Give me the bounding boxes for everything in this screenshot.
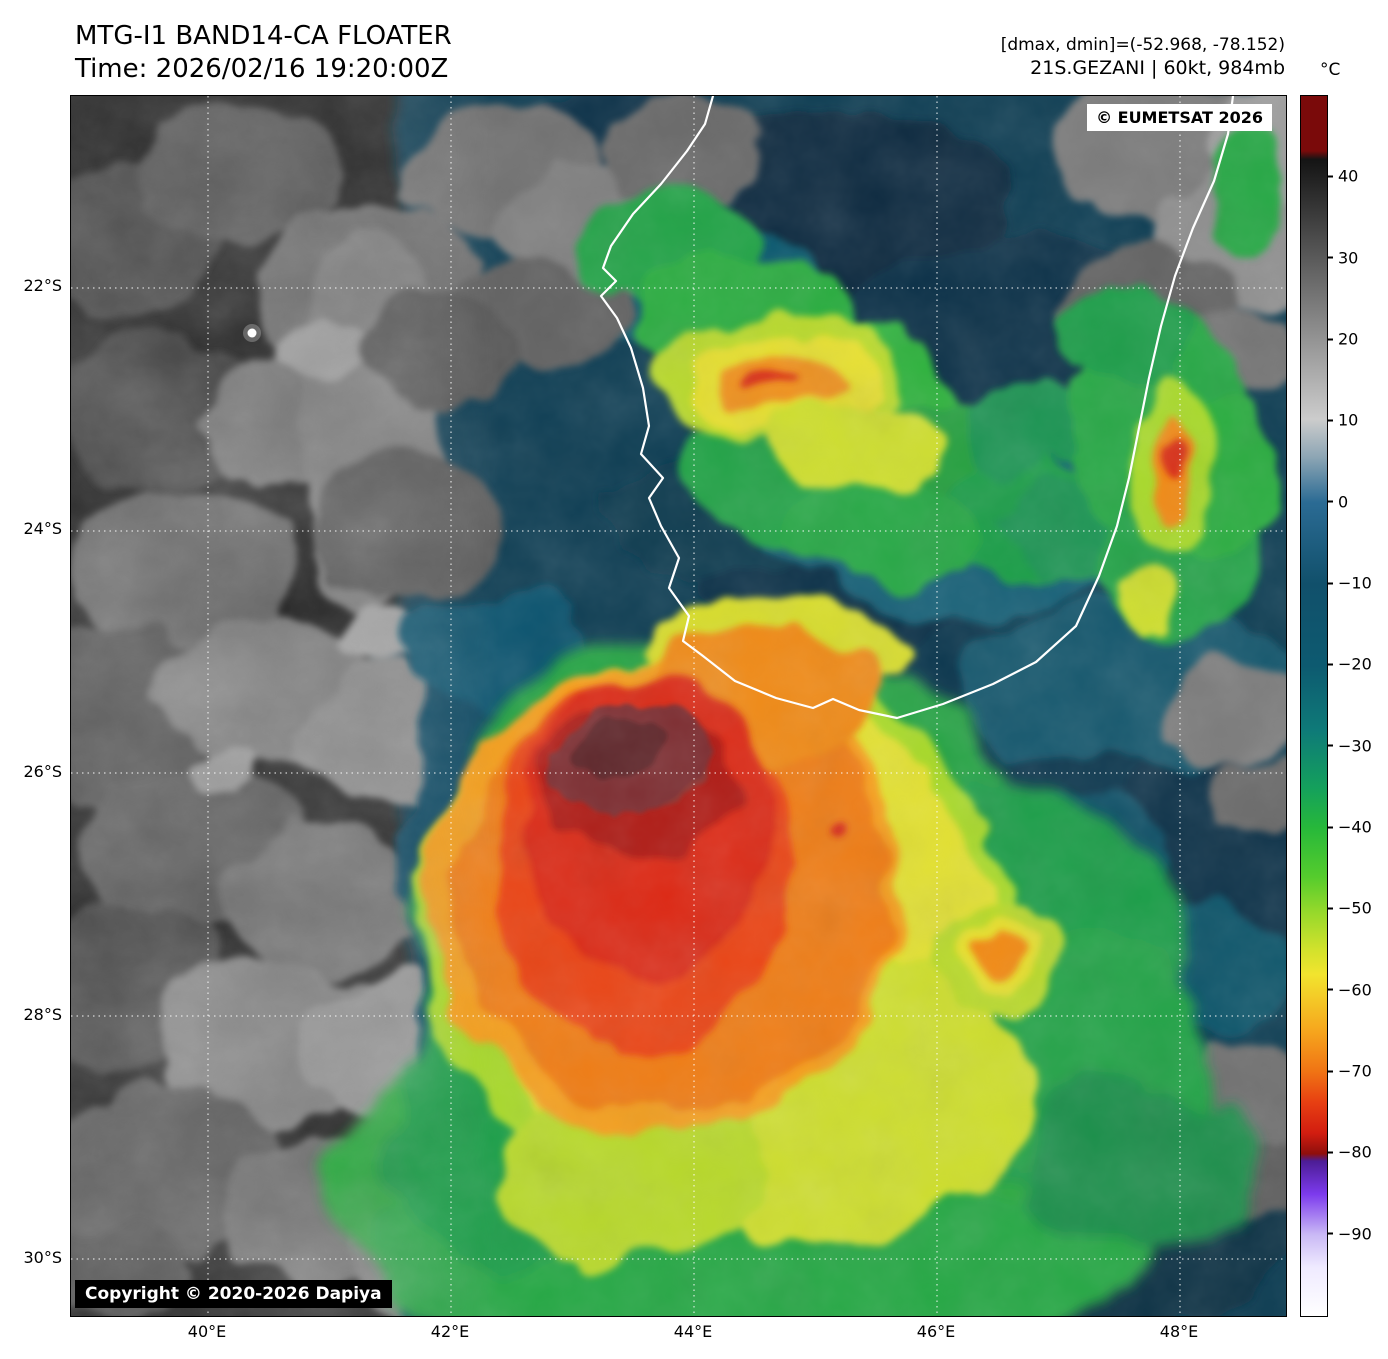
- time-label: Time: 2026/02/16 19:20:00Z: [75, 53, 449, 84]
- satellite-image: [71, 96, 1286, 1316]
- colorbar-tick: 0: [1328, 492, 1348, 511]
- copyright-badge: Copyright © 2020-2026 Dapiya: [75, 1280, 392, 1308]
- lon-label-44e: 44°E: [673, 1322, 713, 1341]
- colorbar-tick-label: 40: [1338, 166, 1359, 186]
- colorbar-unit-label: °C: [1320, 60, 1341, 80]
- colorbar-tick: −80: [1328, 1143, 1372, 1162]
- colorbar-tick-label: −30: [1338, 736, 1372, 756]
- colorbar-tick-mark: [1328, 419, 1333, 422]
- satellite-map: [70, 95, 1287, 1317]
- colorbar-tick-mark: [1328, 1151, 1333, 1154]
- lon-label-42e: 42°E: [430, 1322, 470, 1341]
- coastline: [599, 96, 1235, 720]
- small-bright-cloud: [243, 324, 261, 342]
- colorbar-tick: 10: [1328, 411, 1358, 430]
- colorbar-tick-mark: [1328, 256, 1333, 259]
- texture-overlay-left: [71, 96, 501, 1316]
- lon-label-46e: 46°E: [916, 1322, 956, 1341]
- colorbar-tick-label: −90: [1338, 1224, 1372, 1244]
- colorbar-tick: 30: [1328, 248, 1358, 267]
- eumetsat-badge: © EUMETSAT 2026: [1087, 104, 1272, 131]
- colorbar-ticks: 40 30 20 10 0 −10 −20 −30 −40 −50 −60 −70 −80 −90: [1328, 95, 1386, 1315]
- colorbar: [1300, 95, 1328, 1317]
- colorbar-tick-mark: [1328, 988, 1333, 991]
- page-title: MTG-I1 BAND14-CA FLOATER: [75, 21, 452, 51]
- colorbar-tick: −70: [1328, 1062, 1372, 1081]
- colorbar-tick-label: −20: [1338, 654, 1372, 674]
- dminmax-label: [dmax, dmin]=(-52.968, -78.152): [1000, 35, 1285, 55]
- colorbar-tick-mark: [1328, 500, 1333, 503]
- lat-label-30s: 30°S: [23, 1248, 62, 1267]
- colorbar-tick-mark: [1328, 826, 1333, 828]
- lat-label-26s: 26°S: [23, 762, 62, 781]
- colorbar-tick: 20: [1328, 330, 1358, 349]
- colorbar-tick-mark: [1328, 582, 1333, 584]
- lat-label-22s: 22°S: [23, 276, 62, 295]
- colorbar-tick-mark: [1328, 338, 1333, 340]
- colorbar-tick-mark: [1328, 1232, 1333, 1235]
- colorbar-tick: −30: [1328, 736, 1372, 755]
- title-block: MTG-I1 BAND14-CA FLOATER Time: 2026/02/1…: [75, 20, 452, 85]
- colorbar-tick: −10: [1328, 574, 1372, 593]
- colorbar-tick: 40: [1328, 167, 1358, 186]
- colorbar-tick-label: −70: [1338, 1061, 1372, 1081]
- colorbar-tick: −60: [1328, 980, 1372, 999]
- lat-label-28s: 28°S: [23, 1005, 62, 1024]
- info-block: [dmax, dmin]=(-52.968, -78.152) 21S.GEZA…: [1001, 34, 1285, 81]
- grid-lines: [71, 96, 1286, 1316]
- colorbar-tick-label: 0: [1338, 492, 1349, 512]
- lon-label-40e: 40°E: [187, 1322, 227, 1341]
- colorbar-tick-label: −40: [1338, 817, 1372, 837]
- storm-info-label: 21S.GEZANI | 60kt, 984mb: [1030, 57, 1285, 80]
- colorbar-tick-mark: [1328, 663, 1333, 666]
- colorbar-tick-label: −80: [1338, 1142, 1372, 1162]
- lat-label-24s: 24°S: [23, 519, 62, 538]
- colorbar-tick: −90: [1328, 1224, 1372, 1243]
- colorbar-tick-mark: [1328, 1070, 1333, 1072]
- colorbar-tick-label: 20: [1338, 329, 1359, 349]
- colorbar-tick-mark: [1328, 175, 1333, 178]
- colorbar-tick: −20: [1328, 655, 1372, 674]
- colorbar-tick-label: 30: [1338, 248, 1359, 268]
- colorbar-tick: −40: [1328, 818, 1372, 837]
- colorbar-tick-label: −60: [1338, 980, 1372, 1000]
- colorbar-tick-label: 10: [1338, 410, 1359, 430]
- colorbar-tick: −50: [1328, 899, 1372, 918]
- colorbar-tick-label: −50: [1338, 898, 1372, 918]
- colorbar-tick-mark: [1328, 907, 1333, 910]
- colorbar-tick-label: −10: [1338, 573, 1372, 593]
- lon-label-48e: 48°E: [1159, 1322, 1199, 1341]
- colorbar-tick-mark: [1328, 744, 1333, 747]
